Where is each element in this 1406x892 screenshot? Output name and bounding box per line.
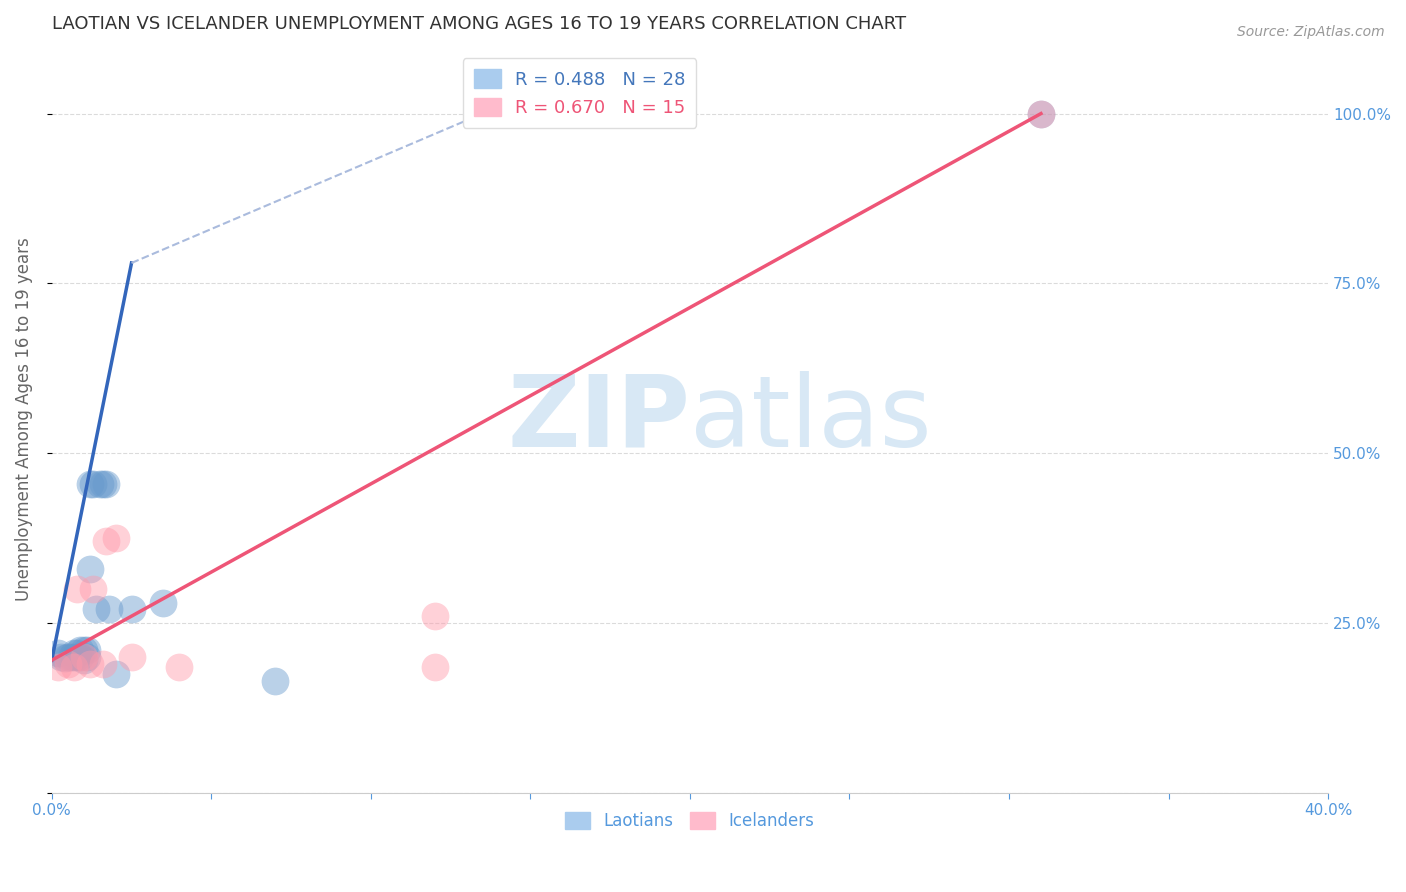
Point — [76, 643, 98, 657]
Point — [69, 649, 91, 664]
Text: atlas: atlas — [690, 371, 932, 467]
Point — [121, 649, 143, 664]
Point — [104, 531, 127, 545]
Point — [94, 534, 117, 549]
Point — [86, 602, 108, 616]
Point — [53, 651, 76, 665]
Point — [91, 657, 114, 671]
Point — [104, 666, 127, 681]
Legend: Laotians, Icelanders: Laotians, Icelanders — [558, 805, 821, 837]
Point — [98, 602, 121, 616]
Y-axis label: Unemployment Among Ages 16 to 19 years: Unemployment Among Ages 16 to 19 years — [15, 237, 32, 601]
Point — [69, 643, 91, 657]
Point — [66, 582, 89, 596]
Point — [82, 476, 104, 491]
Point — [423, 609, 446, 624]
Point — [63, 660, 86, 674]
Point — [79, 657, 101, 671]
Point — [66, 649, 89, 664]
Point — [59, 649, 82, 664]
Point — [79, 476, 101, 491]
Point — [63, 649, 86, 664]
Point — [63, 647, 86, 661]
Point — [73, 653, 96, 667]
Text: ZIP: ZIP — [508, 371, 690, 467]
Point — [46, 660, 69, 674]
Point — [56, 657, 79, 671]
Point — [73, 643, 96, 657]
Point — [94, 476, 117, 491]
Point — [82, 582, 104, 596]
Point — [56, 649, 79, 664]
Point — [152, 595, 174, 609]
Point — [66, 647, 89, 661]
Point — [76, 649, 98, 664]
Point — [91, 476, 114, 491]
Point — [79, 561, 101, 575]
Text: Source: ZipAtlas.com: Source: ZipAtlas.com — [1237, 25, 1385, 39]
Point — [1029, 106, 1052, 120]
Point — [423, 660, 446, 674]
Point — [264, 673, 287, 688]
Point — [89, 476, 111, 491]
Point — [51, 649, 73, 664]
Text: LAOTIAN VS ICELANDER UNEMPLOYMENT AMONG AGES 16 TO 19 YEARS CORRELATION CHART: LAOTIAN VS ICELANDER UNEMPLOYMENT AMONG … — [52, 15, 905, 33]
Point — [46, 647, 69, 661]
Point — [169, 660, 191, 674]
Point — [73, 649, 96, 664]
Point — [1029, 106, 1052, 120]
Point — [121, 602, 143, 616]
